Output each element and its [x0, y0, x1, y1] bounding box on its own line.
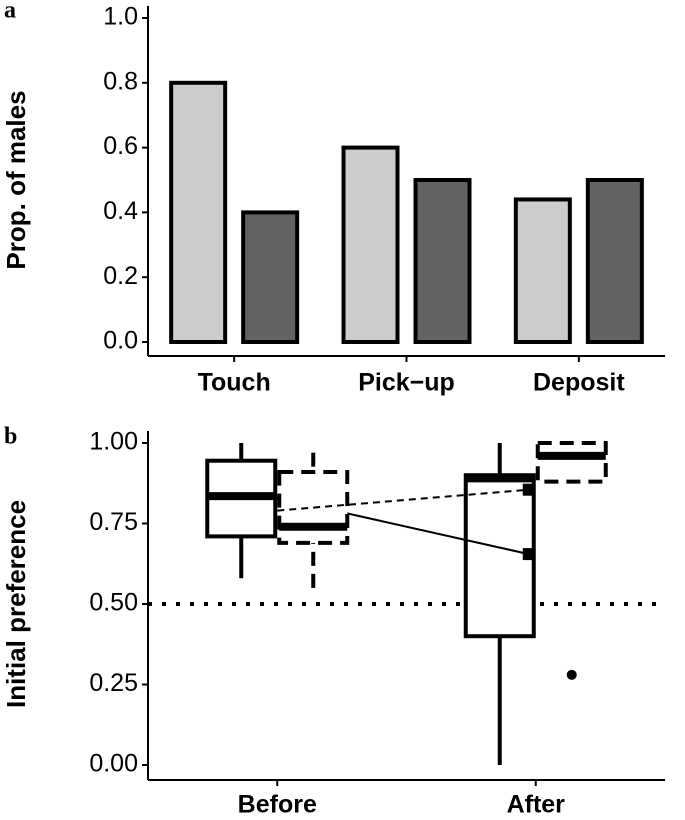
- bar: [241, 210, 300, 344]
- y-tick-label: 0.2: [103, 262, 138, 290]
- box: [535, 441, 608, 484]
- y-tick-label: 0.4: [103, 197, 138, 225]
- mean-point: [522, 548, 535, 561]
- y-tick-label: 0.6: [103, 132, 138, 160]
- x-tick-label: Touch: [198, 369, 271, 397]
- y-tick-label: 0.50: [89, 589, 138, 617]
- bar: [169, 80, 228, 345]
- panel-label: a: [4, 0, 16, 24]
- y-tick-label: 1.00: [89, 428, 138, 456]
- y-tick-label: 0.0: [103, 327, 138, 355]
- y-tick-label: 0.00: [89, 750, 138, 778]
- outlier: [566, 669, 577, 680]
- bar: [513, 197, 572, 344]
- y-tick-label: 1.0: [103, 3, 138, 31]
- bar: [585, 178, 644, 344]
- y-tick-label: 0.25: [89, 669, 138, 697]
- x-tick-label: After: [507, 791, 566, 819]
- y-axis-title: Initial preference: [1, 500, 31, 708]
- x-tick-label: Pick−up: [358, 369, 455, 397]
- bar: [413, 178, 472, 344]
- y-tick-label: 0.8: [103, 67, 138, 95]
- mean-line: [277, 488, 529, 512]
- x-tick-label: Deposit: [533, 369, 625, 397]
- y-tick-label: 0.75: [89, 508, 138, 536]
- y-axis-title: Prop. of males: [1, 90, 31, 269]
- x-tick-label: Before: [238, 791, 317, 819]
- panel-label: b: [4, 424, 17, 450]
- bar: [341, 145, 400, 344]
- mean-point: [522, 483, 535, 496]
